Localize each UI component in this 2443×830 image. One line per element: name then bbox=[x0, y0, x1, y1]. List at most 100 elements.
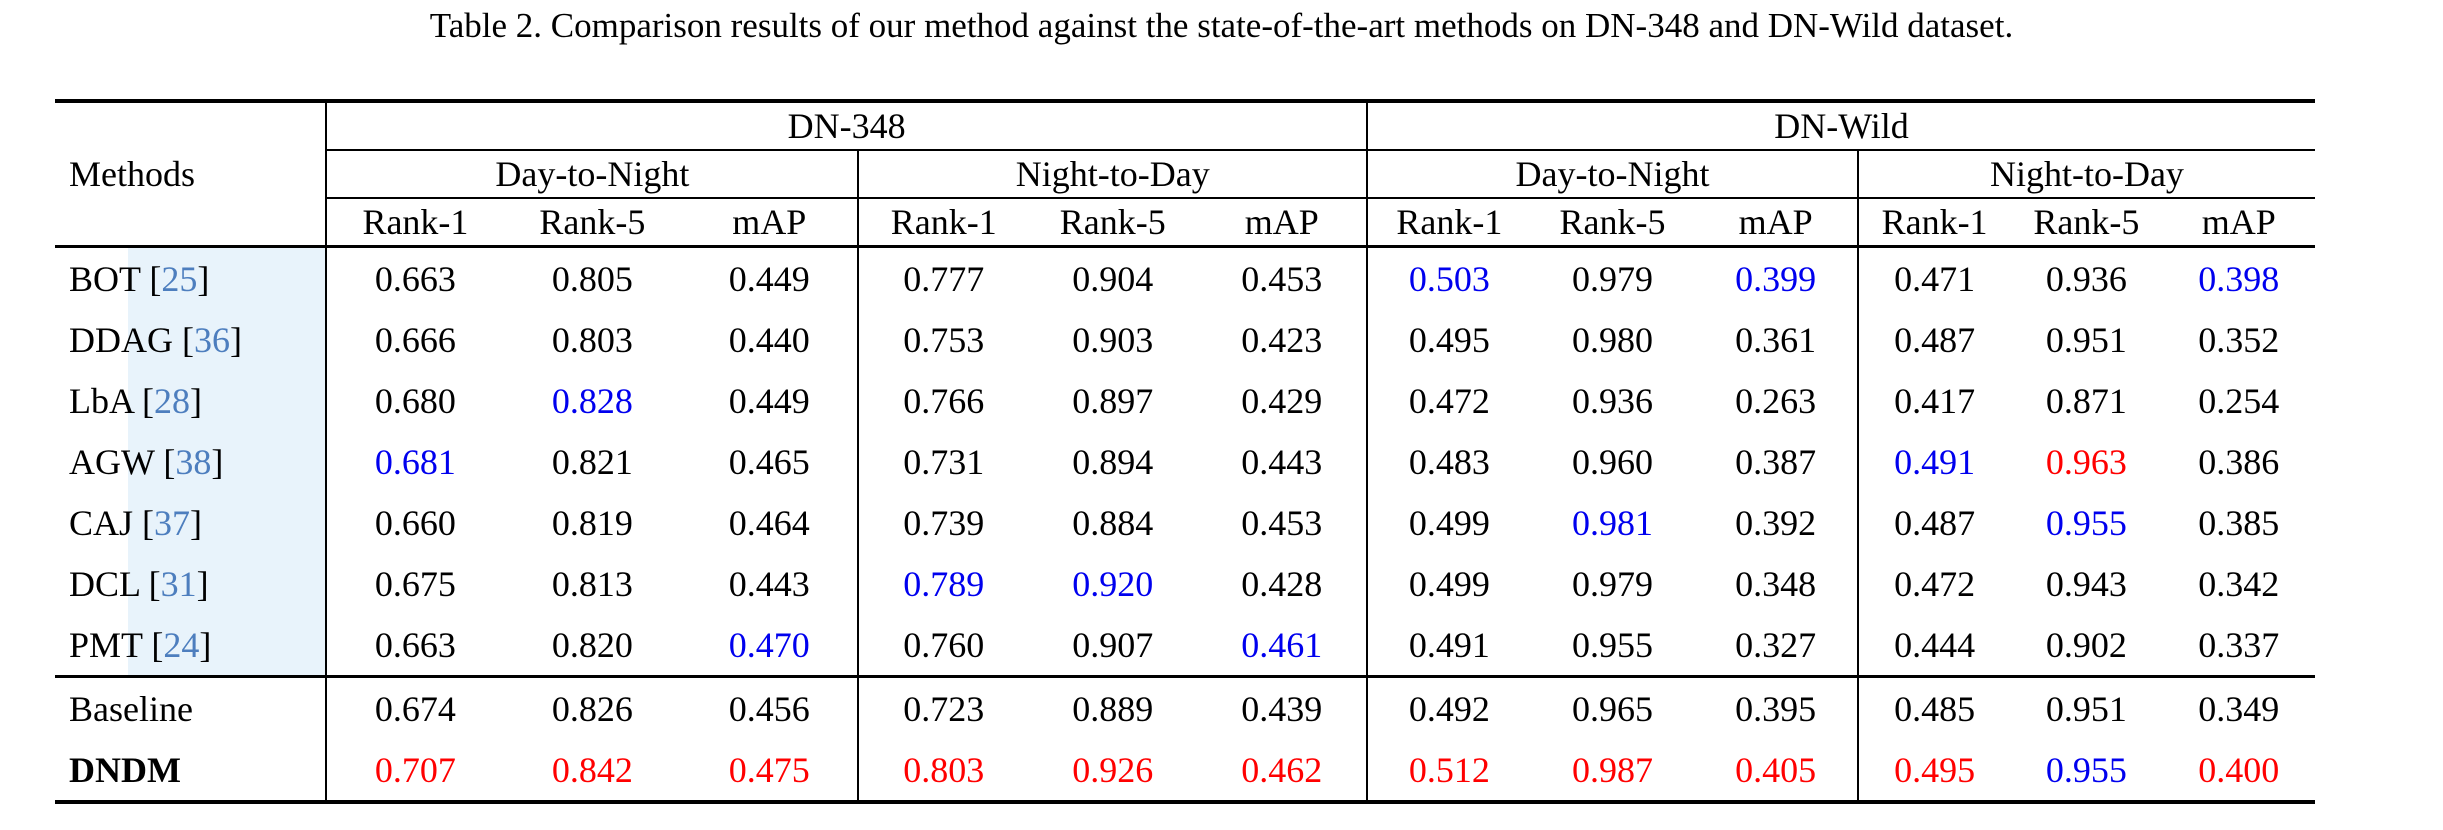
value-cell: 0.904 bbox=[1072, 258, 1154, 299]
value-cell: 0.753 bbox=[857, 309, 1028, 370]
value-cell: 0.777 bbox=[857, 246, 1028, 309]
value-cell: 0.760 bbox=[857, 614, 1028, 677]
value-cell: 0.981 bbox=[1571, 502, 1653, 543]
table-body: BOT [25] 0.663 0.805 0.449 0.777 0.904 0… bbox=[55, 246, 2315, 802]
metric-header-map: mAP bbox=[681, 198, 859, 248]
metric-header-rank5: Rank-5 bbox=[2010, 198, 2163, 248]
value-cell: 0.821 bbox=[551, 441, 633, 482]
value-cell: 0.499 bbox=[1366, 492, 1531, 553]
value-cell: 0.491 bbox=[1856, 431, 2011, 492]
value-cell: 0.487 bbox=[1856, 492, 2011, 553]
value-cell: 0.461 bbox=[1241, 624, 1323, 665]
citation-bracket-close: ] bbox=[196, 563, 209, 604]
value-cell: 0.803 bbox=[551, 319, 633, 360]
value-cell: 0.902 bbox=[2045, 624, 2127, 665]
value-cell: 0.731 bbox=[857, 431, 1028, 492]
citation-link[interactable]: [25] bbox=[140, 259, 209, 299]
dataset-header-dn348: DN-348 bbox=[325, 101, 1368, 151]
citation-bracket-close: ] bbox=[230, 319, 242, 360]
citation-bracket-open: [ bbox=[151, 624, 164, 665]
value-cell: 0.920 bbox=[1072, 563, 1154, 604]
value-cell: 0.943 bbox=[2045, 563, 2127, 604]
citation-bracket-close: ] bbox=[197, 258, 210, 299]
citation-number: 31 bbox=[160, 563, 197, 604]
value-cell: 0.440 bbox=[728, 319, 810, 360]
table-caption: Table 2. Comparison results of our metho… bbox=[429, 6, 2014, 45]
value-cell: 0.342 bbox=[2198, 563, 2280, 604]
metric-header-rank1: Rank-1 bbox=[1366, 198, 1531, 248]
citation-number: 37 bbox=[154, 502, 191, 543]
value-cell: 0.443 bbox=[728, 563, 810, 604]
citation-bracket-close: ] bbox=[190, 380, 203, 421]
dataset-header-dnwild: DN-Wild bbox=[1366, 101, 2315, 151]
value-cell: 0.660 bbox=[325, 492, 504, 553]
value-cell: 0.263 bbox=[1735, 380, 1817, 421]
method-name: DNDM bbox=[69, 749, 181, 790]
value-cell: 0.884 bbox=[1072, 502, 1154, 543]
value-cell: 0.819 bbox=[551, 502, 633, 543]
citation-link[interactable]: [24] bbox=[142, 625, 211, 665]
value-cell: 0.980 bbox=[1571, 319, 1653, 360]
value-cell: 0.889 bbox=[1028, 675, 1198, 739]
citation-number: 28 bbox=[154, 380, 191, 421]
method-cell: BOT [25] bbox=[55, 246, 327, 309]
value-cell: 0.820 bbox=[551, 624, 633, 665]
method-cell: DNDM bbox=[55, 739, 326, 802]
citation-bracket-open: [ bbox=[163, 441, 176, 482]
value-cell: 0.707 bbox=[325, 739, 504, 802]
method-cell: AGW [38] bbox=[55, 431, 327, 492]
value-cell: 0.327 bbox=[1735, 624, 1817, 665]
value-cell: 0.464 bbox=[728, 502, 810, 543]
citation-bracket-close: ] bbox=[211, 441, 224, 482]
citation-link[interactable]: [37] bbox=[133, 503, 202, 543]
value-cell: 0.739 bbox=[857, 492, 1028, 553]
value-cell: 0.385 bbox=[2198, 502, 2280, 543]
citation-bracket-open: [ bbox=[182, 319, 194, 360]
metric-header-row: Rank-1 Rank-5 mAP Rank-1 Rank-5 mAP Rank… bbox=[55, 198, 2315, 248]
value-cell: 0.453 bbox=[1241, 258, 1323, 299]
value-cell: 0.842 bbox=[551, 749, 633, 790]
value-cell: 0.826 bbox=[503, 675, 682, 739]
citation-bracket-close: ] bbox=[190, 502, 203, 543]
value-cell: 0.348 bbox=[1735, 563, 1817, 604]
value-cell: 0.456 bbox=[681, 675, 859, 739]
citation-link[interactable]: [38] bbox=[154, 442, 223, 482]
value-cell: 0.444 bbox=[1856, 614, 2011, 677]
value-cell: 0.979 bbox=[1571, 258, 1653, 299]
direction-header-dnwild-night-to-day: Night-to-Day bbox=[1856, 150, 2315, 199]
citation-link[interactable]: [31] bbox=[140, 564, 209, 604]
value-cell: 0.894 bbox=[1072, 441, 1154, 482]
method-name: DCL bbox=[69, 563, 140, 604]
method-name: CAJ bbox=[69, 502, 134, 543]
table-row: LbA [28] 0.680 0.828 0.449 0.766 0.897 0… bbox=[55, 370, 2315, 431]
value-cell: 0.680 bbox=[325, 370, 504, 431]
metric-header-map: mAP bbox=[2162, 198, 2315, 248]
value-cell: 0.495 bbox=[1856, 739, 2011, 802]
value-cell: 0.392 bbox=[1735, 502, 1817, 543]
value-cell: 0.828 bbox=[551, 380, 633, 421]
citation-number: 25 bbox=[161, 258, 198, 299]
citation-number: 38 bbox=[175, 441, 212, 482]
direction-header-dn348-day-to-night: Day-to-Night bbox=[325, 150, 859, 199]
value-cell: 0.492 bbox=[1366, 675, 1531, 739]
citation-bracket-open: [ bbox=[142, 380, 155, 421]
metric-header-rank5: Rank-5 bbox=[503, 198, 682, 248]
metric-header-rank1: Rank-1 bbox=[857, 198, 1028, 248]
value-cell: 0.487 bbox=[1856, 309, 2011, 370]
value-cell: 0.472 bbox=[1856, 553, 2011, 614]
citation-link[interactable]: [36] bbox=[173, 320, 242, 360]
table-row: Baseline 0.674 0.826 0.456 0.723 0.889 0… bbox=[55, 675, 2315, 739]
value-cell: 0.789 bbox=[857, 553, 1028, 614]
value-cell: 0.955 bbox=[2045, 749, 2127, 790]
value-cell: 0.987 bbox=[1571, 749, 1653, 790]
value-cell: 0.907 bbox=[1072, 624, 1154, 665]
method-name: LbA bbox=[69, 380, 134, 421]
method-name: AGW bbox=[69, 441, 155, 482]
value-cell: 0.423 bbox=[1241, 319, 1323, 360]
value-cell: 0.960 bbox=[1571, 441, 1653, 482]
value-cell: 0.903 bbox=[1072, 319, 1154, 360]
value-cell: 0.462 bbox=[1241, 749, 1323, 790]
value-cell: 0.663 bbox=[325, 246, 504, 309]
method-name: DDAG bbox=[69, 319, 173, 360]
citation-link[interactable]: [28] bbox=[133, 381, 202, 421]
